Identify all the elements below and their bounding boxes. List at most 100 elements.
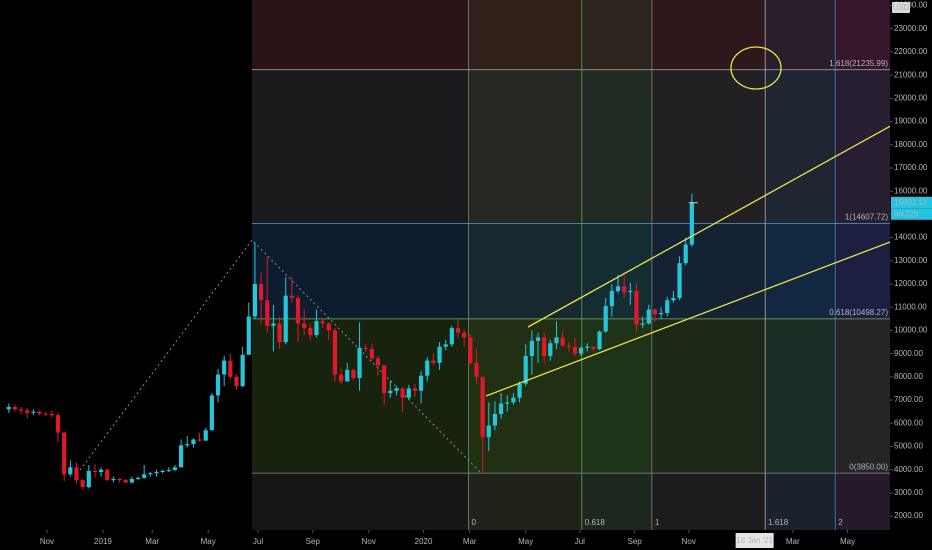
- candle-body: [31, 411, 36, 413]
- channel-upper: [527, 102, 932, 328]
- candle-body: [572, 346, 578, 354]
- x-tick-label: Nov: [362, 537, 376, 546]
- countdown-label: 6d 22h: [894, 209, 918, 218]
- candle-body: [295, 297, 301, 324]
- price-fib-label: 1(14607.72): [845, 213, 888, 222]
- candle-body: [658, 313, 664, 315]
- x-tick-label: Sep: [306, 537, 321, 546]
- price-fib-label: 0(3850.00): [849, 462, 888, 471]
- target-ellipse: [730, 46, 782, 90]
- x-tick-label: Nov: [682, 537, 696, 546]
- price-badge-label: 15501.11: [894, 198, 927, 207]
- candle-body: [320, 321, 325, 324]
- candle-body: [548, 343, 553, 356]
- candle-body: [203, 430, 208, 441]
- candle-body: [283, 295, 288, 343]
- y-tick-label: 4000.00: [894, 465, 923, 474]
- candle-body: [111, 478, 116, 481]
- time-fib-label: 1: [655, 518, 660, 527]
- x-axis-bg: [0, 530, 932, 550]
- candle-body: [49, 413, 54, 416]
- price-fib-label: 0.618(10498.27): [829, 308, 888, 317]
- candle-body: [406, 388, 411, 398]
- candle-body: [394, 388, 399, 391]
- candle-body: [511, 397, 516, 403]
- candle-body: [468, 337, 473, 363]
- candle-body: [517, 383, 522, 398]
- x-tick-label: May: [518, 537, 533, 546]
- time-zone: [581, 0, 652, 530]
- candle-body: [523, 355, 528, 384]
- candle-body: [671, 297, 676, 301]
- price-fib-label: 1.618(21235.99): [829, 59, 888, 68]
- candle-body: [302, 323, 307, 329]
- candle-body: [6, 407, 11, 410]
- candle-body: [166, 470, 171, 472]
- x-tick-label: May: [840, 537, 855, 546]
- y-tick-label: 24000.00: [894, 1, 928, 10]
- candle-body: [505, 402, 510, 404]
- candle-body: [628, 290, 633, 293]
- candle-body: [25, 410, 30, 413]
- candle-body: [443, 344, 448, 347]
- y-tick-label: 5000.00: [894, 442, 923, 451]
- candle-body: [492, 413, 498, 426]
- candle-body: [369, 349, 374, 359]
- candle-body: [154, 471, 159, 474]
- countdown-badge: [891, 208, 932, 220]
- y-axis-bg: [890, 0, 932, 550]
- candle-body: [105, 469, 110, 481]
- cursor-date-label: 18 Jan '21: [736, 536, 773, 545]
- price-zone: [252, 0, 932, 70]
- candle-body: [135, 477, 141, 479]
- candle-body: [179, 445, 184, 468]
- candle-body: [148, 473, 153, 475]
- candle-body: [498, 403, 504, 414]
- price-badge: [891, 196, 932, 209]
- candle-body: [215, 374, 221, 396]
- candle-body: [382, 365, 387, 394]
- candle-body: [357, 347, 362, 379]
- y-tick-label: 9000.00: [894, 349, 923, 358]
- candle-body: [591, 346, 596, 350]
- candle-body: [634, 290, 639, 325]
- candle-body: [265, 300, 270, 326]
- y-tick-label: 8000.00: [894, 372, 923, 381]
- currency-label: USD: [893, 3, 910, 12]
- x-tick-label: Mar: [463, 537, 477, 546]
- price-zone: [252, 473, 932, 530]
- y-tick-label: 13000.00: [894, 256, 928, 265]
- candle-body: [191, 439, 196, 445]
- candle-body: [68, 467, 73, 475]
- candle-body: [554, 337, 559, 344]
- candle-body: [172, 467, 178, 471]
- candle-body: [160, 470, 165, 472]
- candle-body: [400, 388, 405, 398]
- x-tick-label: 2020: [415, 537, 433, 546]
- drawings: [79, 239, 482, 474]
- candle-body: [258, 284, 264, 301]
- candle-body: [228, 360, 233, 377]
- y-tick-label: 6000.00: [894, 418, 923, 427]
- x-tick-label: Jul: [253, 537, 263, 546]
- y-tick-label: 21000.00: [894, 70, 928, 79]
- candle-body: [332, 330, 338, 375]
- candle-body: [142, 474, 147, 478]
- y-tick-label: 23000.00: [894, 24, 928, 33]
- candle-body: [609, 290, 614, 307]
- x-tick-label: Nov: [40, 537, 54, 546]
- candle-body: [314, 321, 319, 336]
- candle-body: [271, 323, 276, 326]
- candle-body: [209, 395, 214, 431]
- fib-lines: 0 0.618 1 1.618 2 1.618(21235.99) 1(14607.72) 0…: [252, 0, 890, 530]
- candle-body: [480, 376, 485, 438]
- overlays: [485, 46, 932, 397]
- candle-body: [277, 323, 282, 343]
- y-tick-label: 18000.00: [894, 140, 928, 149]
- candle-body: [19, 409, 24, 411]
- candle-body: [246, 316, 251, 355]
- candle-body: [345, 369, 350, 382]
- x-tick-label: Jul: [575, 537, 585, 546]
- y-tick-label: 16000.00: [894, 186, 928, 195]
